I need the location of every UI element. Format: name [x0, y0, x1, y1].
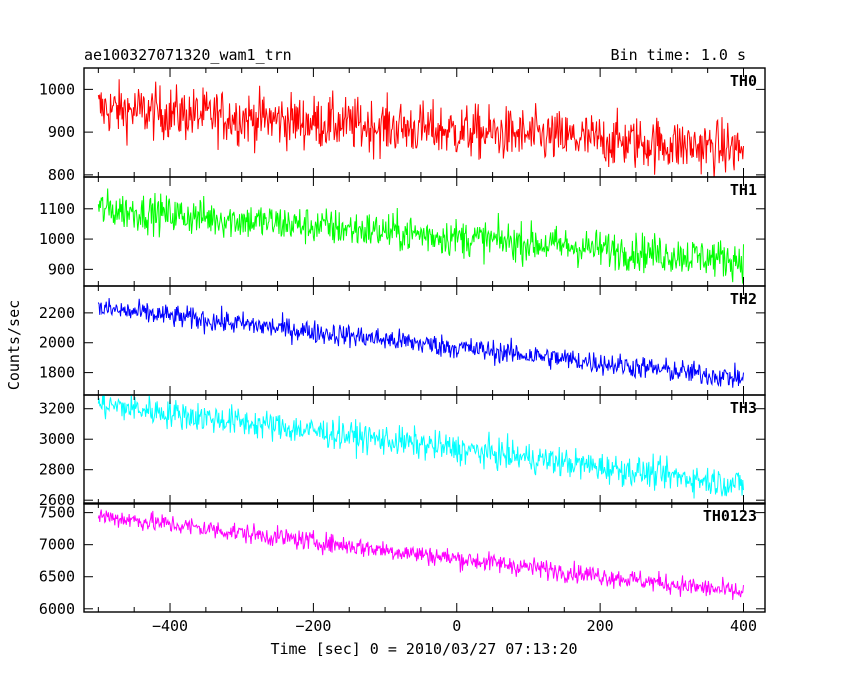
y-tick-label: 1000	[39, 80, 75, 98]
x-tick-label: 400	[730, 617, 757, 635]
x-axis-label: Time [sec] 0 = 2010/03/27 07:13:20	[270, 640, 577, 658]
panel-frame	[83, 502, 766, 613]
x-tick-label: 0	[452, 617, 461, 635]
y-tick-label: 900	[48, 260, 75, 278]
panel-label-th0123: TH0123	[703, 507, 757, 525]
panel-frame	[83, 285, 766, 396]
y-tick-label: 7000	[39, 536, 75, 554]
y-tick-label: 6000	[39, 600, 75, 618]
series-line-th3	[97, 395, 744, 499]
y-tick-label: 1800	[39, 364, 75, 382]
y-tick-label: 2200	[39, 304, 75, 322]
panel-label-th3: TH3	[730, 399, 757, 417]
y-tick-label: 2600	[39, 491, 75, 509]
series-line-th0123	[97, 509, 744, 601]
panel-label-th1: TH1	[730, 181, 757, 199]
y-tick-label: 6500	[39, 568, 75, 586]
panel-frame	[83, 394, 766, 505]
y-tick-label: 900	[48, 123, 75, 141]
y-tick-label: 2000	[39, 334, 75, 352]
series-line-th0	[97, 79, 744, 177]
series-line-th2	[97, 298, 744, 388]
panel-label-th2: TH2	[730, 290, 757, 308]
bin-time-label: Bin time: 1.0 s	[611, 46, 746, 64]
y-axis-label: Counts/sec	[5, 300, 23, 390]
x-tick-label: −200	[295, 617, 331, 635]
x-tick-label: 200	[587, 617, 614, 635]
chart-title: ae100327071320_wam1_trn	[84, 46, 292, 64]
y-tick-label: 1100	[39, 200, 75, 218]
panel-label-th0: TH0	[730, 72, 757, 90]
y-tick-label: 7500	[39, 504, 75, 522]
y-tick-label: 1000	[39, 230, 75, 248]
series-line-th1	[97, 188, 744, 284]
y-tick-label: 3200	[39, 400, 75, 418]
y-tick-label: 800	[48, 166, 75, 184]
y-tick-label: 3000	[39, 430, 75, 448]
x-tick-label: −400	[152, 617, 188, 635]
y-tick-label: 2800	[39, 461, 75, 479]
